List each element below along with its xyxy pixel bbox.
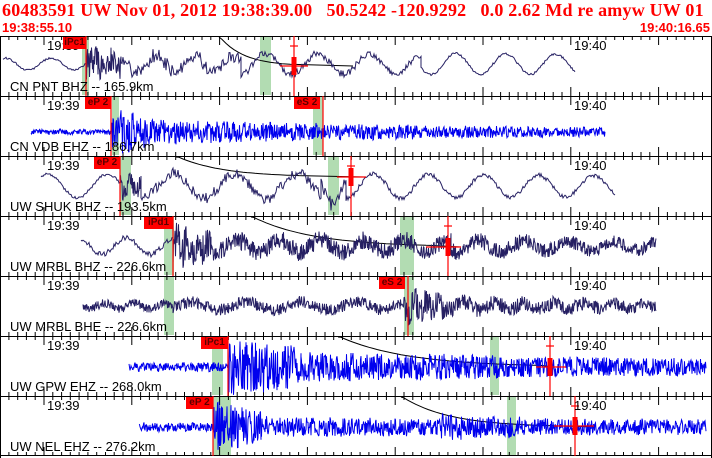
waveform-trace xyxy=(30,110,606,154)
seismogram-canvas xyxy=(1,276,711,336)
waveform-panel[interactable]: 19:39 19:40 iPd1 UW MRBL BHZ -- 226.6km xyxy=(1,216,711,276)
pick-flag[interactable]: eS 2 xyxy=(294,97,320,109)
seismogram-canvas xyxy=(1,396,711,456)
time-label-1939: 19:39 xyxy=(47,338,80,353)
waveform-trace xyxy=(40,166,616,211)
time-label-1940: 19:40 xyxy=(574,278,607,293)
waveform-panel[interactable]: 19:39 19:40 iPc1 UW GPW EHZ -- 268.0km xyxy=(1,336,711,396)
seismogram-canvas xyxy=(1,96,711,156)
time-label-1940: 19:40 xyxy=(574,38,607,53)
waveform-trace xyxy=(128,341,707,395)
time-label-1940: 19:40 xyxy=(574,158,607,173)
station-channel-label: UW NEL EHZ -- 276.2km xyxy=(10,439,156,454)
green-arrival-band xyxy=(313,97,323,155)
s-pick-marker[interactable] xyxy=(280,36,308,96)
time-label-1940: 19:40 xyxy=(574,218,607,233)
waveform-trace xyxy=(80,222,657,268)
window-end-time: 19:40:16.65 xyxy=(639,20,710,35)
seismogram-canvas xyxy=(1,216,711,276)
green-arrival-band xyxy=(404,277,414,335)
pick-flag[interactable]: eP 2 xyxy=(186,397,213,409)
green-arrival-band xyxy=(260,37,271,95)
tick-marks xyxy=(8,156,703,216)
pick-flag[interactable]: iPc1 xyxy=(201,337,228,349)
s-pick-marker[interactable] xyxy=(554,396,594,456)
waveform-panels-area: 19:39 19:40 iPc1 CN PNT BHZ -- 165.9km 19:39… xyxy=(0,36,712,458)
pick-flag[interactable]: eP 2 xyxy=(85,97,111,109)
seismogram-canvas xyxy=(1,36,711,96)
time-label-1940: 19:40 xyxy=(574,338,607,353)
time-label-1939: 19:39 xyxy=(47,158,80,173)
station-channel-label: UW GPW EHZ -- 268.0km xyxy=(10,379,162,394)
green-arrival-band xyxy=(328,157,339,215)
station-channel-label: CN PNT BHZ -- 165.9km xyxy=(10,79,154,94)
waveform-panel[interactable]: 19:39 19:40 eP 2 UW NEL EHZ -- 276.2km xyxy=(1,396,711,456)
seismogram-canvas xyxy=(1,336,711,396)
waveform-trace xyxy=(138,401,707,450)
pick-flag[interactable]: iPc1 xyxy=(63,37,86,49)
time-label-1939: 19:39 xyxy=(47,278,80,293)
green-arrival-band xyxy=(120,157,131,215)
station-channel-label: UW MRBL BHZ -- 226.6km xyxy=(10,259,167,274)
time-label-1939: 19:39 xyxy=(47,98,80,113)
waveform-trace xyxy=(82,287,657,326)
time-label-1939: 19:39 xyxy=(47,398,80,413)
time-label-1940: 19:40 xyxy=(574,98,607,113)
pick-flag[interactable]: eS 2 xyxy=(379,277,405,289)
waveform-panel[interactable]: 19:39 19:40 eP 2 eS 2 CN VDB EHZ -- 186.7km xyxy=(1,96,711,156)
s-pick-marker[interactable] xyxy=(426,216,461,276)
green-arrival-band xyxy=(164,217,174,275)
pick-flag[interactable]: iPd1 xyxy=(144,217,173,229)
s-pick-marker[interactable] xyxy=(337,156,366,216)
pick-flag[interactable]: eP 2 xyxy=(94,157,120,169)
station-channel-label: CN VDB EHZ -- 186.7km xyxy=(10,139,155,154)
waveform-panel[interactable]: 19:39 19:40 eS 2 UW MRBL BHE -- 226.6km xyxy=(1,276,711,336)
seismogram-canvas xyxy=(1,156,711,216)
tick-marks xyxy=(8,396,703,456)
tick-marks xyxy=(8,276,703,336)
event-summary-line: 60483591 UW Nov 01, 2012 19:38:39.00 50.… xyxy=(2,0,712,20)
s-pick-marker[interactable] xyxy=(536,336,566,396)
waveform-trace xyxy=(2,46,576,81)
tick-marks xyxy=(8,36,703,96)
waveform-panel[interactable]: 19:39 19:40 eP 2 UW SHUK BHZ -- 193.5km xyxy=(1,156,711,216)
tick-marks xyxy=(8,336,703,396)
coda-decay-curve xyxy=(250,216,462,248)
time-label-1939: 19:39 xyxy=(47,218,80,233)
window-start-time: 19:38:55.10 xyxy=(2,20,73,35)
station-channel-label: UW SHUK BHZ -- 193.5km xyxy=(10,199,167,214)
panel-border xyxy=(1,396,711,456)
station-channel-label: UW MRBL BHE -- 226.6km xyxy=(10,319,167,334)
time-label-1940: 19:40 xyxy=(574,398,607,413)
